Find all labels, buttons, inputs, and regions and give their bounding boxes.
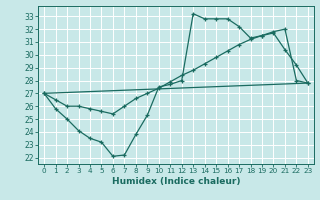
- X-axis label: Humidex (Indice chaleur): Humidex (Indice chaleur): [112, 177, 240, 186]
